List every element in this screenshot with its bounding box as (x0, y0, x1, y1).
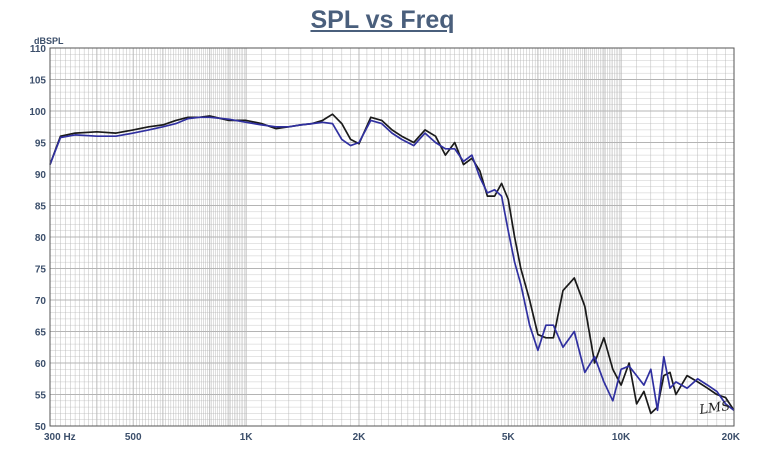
plot-frame (49, 47, 735, 427)
series-line-blue (49, 116, 735, 412)
y-tick-label: 110 (30, 44, 47, 55)
x-tick-labels: 300 Hz 500 1K 2K 5K 10K 20K (44, 432, 741, 443)
series-line-black (49, 113, 735, 415)
y-tick-label: 65 (35, 328, 47, 339)
chart-title: SPL vs Freq (310, 6, 455, 34)
y-tick-label: 50 (35, 422, 47, 433)
y-tick-label: 95 (35, 139, 47, 150)
x-tick-label: 10K (612, 432, 631, 443)
y-tick-label: 70 (35, 296, 47, 307)
x-tick-label: 300 Hz (44, 432, 76, 443)
x-tick-label: 1K (240, 432, 254, 443)
y-axis-label: dBSPL (34, 36, 64, 46)
y-tick-label: 55 (35, 391, 47, 402)
x-tick-label: 5K (502, 432, 516, 443)
watermark-lms: LMS (697, 399, 731, 418)
x-tick-label: 500 (125, 432, 142, 443)
y-tick-label: 80 (35, 233, 47, 244)
y-tick-label: 100 (29, 107, 46, 118)
y-tick-label: 60 (35, 359, 47, 370)
y-tick-label: 85 (35, 202, 47, 213)
x-tick-label: 2K (353, 432, 367, 443)
series-group (49, 113, 735, 415)
y-tick-label: 90 (35, 170, 47, 181)
y-tick-label: 105 (29, 76, 46, 87)
y-tick-label: 75 (35, 265, 47, 276)
x-tick-label: 20K (722, 432, 741, 443)
y-tick-labels: 50 55 60 65 70 75 80 85 90 95 100 105 110 (29, 44, 46, 433)
